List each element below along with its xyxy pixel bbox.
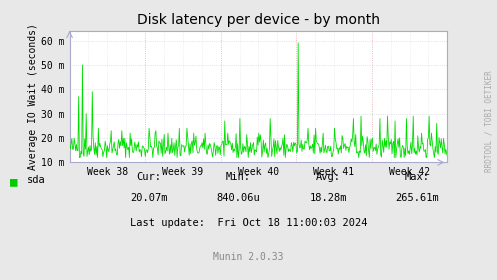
Text: Munin 2.0.33: Munin 2.0.33 (213, 252, 284, 262)
Text: 840.06u: 840.06u (217, 193, 260, 203)
Text: Last update:  Fri Oct 18 11:00:03 2024: Last update: Fri Oct 18 11:00:03 2024 (130, 218, 367, 228)
Text: ■: ■ (10, 175, 17, 188)
Y-axis label: Average IO Wait (seconds): Average IO Wait (seconds) (28, 23, 38, 170)
Text: sda: sda (27, 175, 46, 185)
Text: 18.28m: 18.28m (309, 193, 347, 203)
Title: Disk latency per device - by month: Disk latency per device - by month (137, 13, 380, 27)
Text: 265.61m: 265.61m (396, 193, 439, 203)
Text: Max:: Max: (405, 172, 430, 182)
Text: RRDTOOL / TOBI OETIKER: RRDTOOL / TOBI OETIKER (485, 70, 494, 172)
Text: Min:: Min: (226, 172, 251, 182)
Text: 20.07m: 20.07m (130, 193, 168, 203)
Text: Avg:: Avg: (316, 172, 340, 182)
Text: Cur:: Cur: (137, 172, 162, 182)
